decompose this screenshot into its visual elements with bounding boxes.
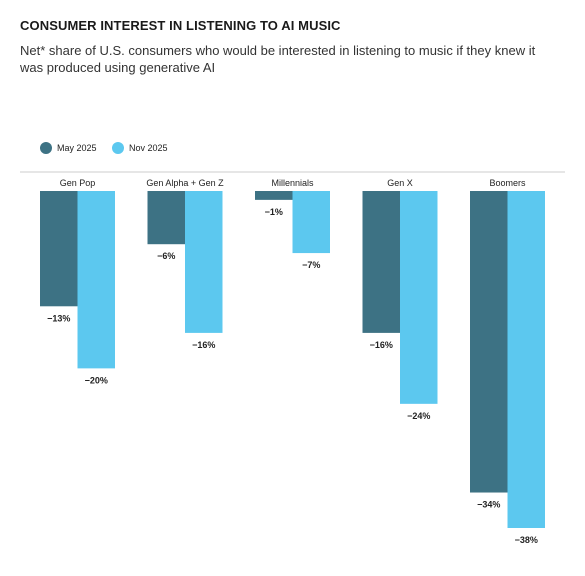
bar (470, 191, 508, 493)
legend-swatch (40, 142, 52, 154)
x-tick-label: Boomers (489, 178, 526, 188)
bar (507, 191, 545, 528)
bar (362, 191, 400, 333)
value-label: −38% (515, 535, 538, 545)
bar (255, 191, 293, 200)
value-label: −20% (85, 375, 108, 385)
value-label: −16% (370, 340, 393, 350)
value-label: −1% (265, 207, 283, 217)
chart-title: CONSUMER INTEREST IN LISTENING TO AI MUS… (20, 18, 341, 33)
value-label: −6% (157, 251, 175, 261)
legend-swatch (112, 142, 124, 154)
chart-subtitle: Net* share of U.S. consumers who would b… (20, 43, 536, 75)
bar (77, 191, 115, 369)
bar (147, 191, 185, 245)
bar (292, 191, 330, 254)
x-tick-label: Millennials (271, 178, 314, 188)
value-label: −7% (302, 260, 320, 270)
value-label: −16% (192, 340, 215, 350)
bar (185, 191, 223, 333)
x-tick-label: Gen Alpha + Gen Z (146, 178, 224, 188)
value-label: −13% (47, 313, 70, 323)
legend-label: May 2025 (57, 143, 97, 153)
legend-label: Nov 2025 (129, 143, 168, 153)
x-tick-label: Gen X (387, 178, 413, 188)
x-tick-label: Gen Pop (60, 178, 96, 188)
bar (400, 191, 438, 404)
value-label: −24% (407, 411, 430, 421)
bar (40, 191, 78, 307)
value-label: −34% (477, 500, 500, 510)
